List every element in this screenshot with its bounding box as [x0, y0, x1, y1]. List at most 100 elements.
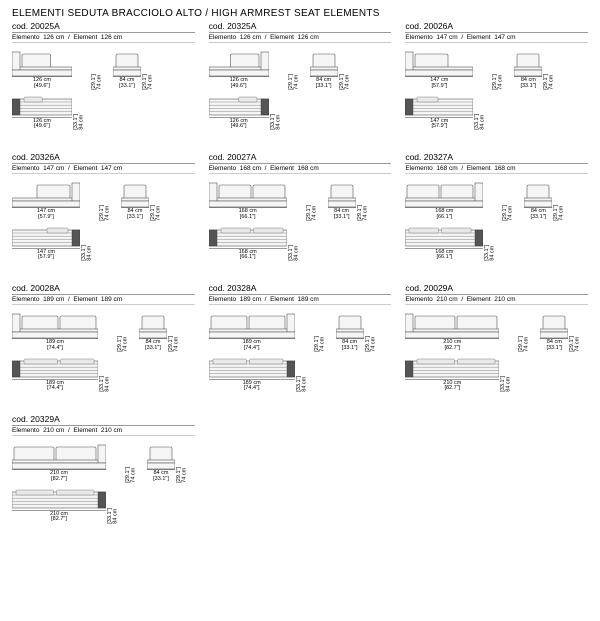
module-height-dim: 74 cm[29.1"]	[143, 74, 154, 90]
product-code: cod. 20025A	[12, 21, 195, 33]
sofa-front-sketch: 210 cm[82.7"]	[12, 440, 106, 483]
product-cell: cod. 20325A Elemento 126 cm / Element 12…	[209, 21, 392, 134]
sofa-plan-width-dim: 189 cm[74.4"]	[12, 381, 98, 393]
sofa-front-sketch: 147 cm[57.9"]	[405, 47, 473, 90]
module-width-dim: 84 cm[33.1"]	[139, 340, 167, 352]
product-code: cod. 20029A	[405, 283, 588, 295]
module-height-dim: 74 cm[29.1"]	[358, 205, 369, 221]
product-code: cod. 20027A	[209, 152, 392, 164]
product-code: cod. 20326A	[12, 152, 195, 164]
module-width-dim: 84 cm[33.1"]	[113, 78, 141, 90]
sofa-height-dim: 74 cm[29.1"]	[126, 467, 137, 483]
sofa-plan-width-dim: 126 cm[49.6"]	[209, 119, 269, 131]
sofa-plan-sketch: 168 cm[66.1"]	[405, 227, 483, 262]
module-height-dim: 74 cm[29.1"]	[340, 74, 351, 90]
sofa-height-dim: 74 cm[29.1"]	[315, 336, 326, 352]
sofa-width-dim: 147 cm[57.9"]	[12, 209, 80, 221]
module-front-sketch: 84 cm[33.1"]	[328, 178, 356, 221]
sofa-plan-depth-dim: 84 cm[33.1"]	[82, 245, 93, 261]
sofa-plan-depth-dim: 84 cm[33.1"]	[485, 245, 496, 261]
module-front-sketch: 84 cm[33.1"]	[524, 178, 552, 221]
module-height-dim: 74 cm[29.1"]	[544, 74, 555, 90]
module-width-dim: 84 cm[33.1"]	[310, 78, 338, 90]
sofa-front-sketch: 189 cm[74.4"]	[12, 309, 98, 352]
element-size-line: Elemento 189 cm / Element 189 cm	[12, 296, 195, 305]
product-code: cod. 20329A	[12, 414, 195, 426]
sofa-plan-depth-dim: 84 cm[33.1"]	[475, 114, 486, 130]
module-front-sketch: 84 cm[33.1"]	[113, 47, 141, 90]
product-cell: cod. 20026A Elemento 147 cm / Element 14…	[405, 21, 588, 134]
module-width-dim: 84 cm[33.1"]	[121, 209, 149, 221]
element-size-line: Elemento 147 cm / Element 147 cm	[12, 165, 195, 174]
sofa-height-dim: 74 cm[29.1"]	[289, 74, 300, 90]
sofa-height-dim: 74 cm[29.1"]	[503, 205, 514, 221]
product-grid: cod. 20025A Elemento 126 cm / Element 12…	[12, 21, 588, 527]
sofa-plan-width-dim: 168 cm[66.1"]	[209, 250, 287, 262]
element-size-line: Elemento 210 cm / Element 210 cm	[405, 296, 588, 305]
sofa-height-dim: 74 cm[29.1"]	[118, 336, 129, 352]
module-width-dim: 84 cm[33.1"]	[540, 340, 568, 352]
product-code: cod. 20328A	[209, 283, 392, 295]
sofa-plan-sketch: 210 cm[82.7"]	[12, 489, 106, 524]
module-height-dim: 74 cm[29.1"]	[177, 467, 188, 483]
product-code: cod. 20325A	[209, 21, 392, 33]
module-height-dim: 74 cm[29.1"]	[151, 205, 162, 221]
sofa-plan-depth-dim: 84 cm[33.1"]	[297, 376, 308, 392]
module-front-sketch: 84 cm[33.1"]	[121, 178, 149, 221]
product-cell: cod. 20027A Elemento 168 cm / Element 16…	[209, 152, 392, 265]
product-cell: cod. 20326A Elemento 147 cm / Element 14…	[12, 152, 195, 265]
sofa-plan-width-dim: 147 cm[57.9"]	[12, 250, 80, 262]
element-size-line: Elemento 126 cm / Element 126 cm	[209, 34, 392, 43]
sofa-width-dim: 126 cm[49.6"]	[12, 78, 72, 90]
element-size-line: Elemento 147 cm / Element 147 cm	[405, 34, 588, 43]
module-width-dim: 84 cm[33.1"]	[336, 340, 364, 352]
product-cell: cod. 20328A Elemento 189 cm / Element 18…	[209, 283, 392, 396]
product-code: cod. 20026A	[405, 21, 588, 33]
element-size-line: Elemento 210 cm / Element 210 cm	[12, 427, 195, 436]
sofa-front-sketch: 147 cm[57.9"]	[12, 178, 80, 221]
sofa-plan-sketch: 126 cm[49.6"]	[12, 96, 72, 131]
sofa-height-dim: 74 cm[29.1"]	[100, 205, 111, 221]
sofa-plan-depth-dim: 84 cm[33.1"]	[271, 114, 282, 130]
module-height-dim: 74 cm[29.1"]	[570, 336, 581, 352]
sofa-front-sketch: 168 cm[66.1"]	[405, 178, 483, 221]
element-size-line: Elemento 189 cm / Element 189 cm	[209, 296, 392, 305]
module-width-dim: 84 cm[33.1"]	[514, 78, 542, 90]
sofa-width-dim: 189 cm[74.4"]	[209, 340, 295, 352]
sofa-plan-width-dim: 189 cm[74.4"]	[209, 381, 295, 393]
sofa-plan-sketch: 210 cm[82.7"]	[405, 358, 499, 393]
sofa-plan-sketch: 126 cm[49.6"]	[209, 96, 269, 131]
sofa-plan-width-dim: 147 cm[57.9"]	[405, 119, 473, 131]
sofa-width-dim: 126 cm[49.6"]	[209, 78, 269, 90]
sofa-plan-width-dim: 168 cm[66.1"]	[405, 250, 483, 262]
module-front-sketch: 84 cm[33.1"]	[336, 309, 364, 352]
sofa-plan-width-dim: 126 cm[49.6"]	[12, 119, 72, 131]
sofa-plan-depth-dim: 84 cm[33.1"]	[501, 376, 512, 392]
module-height-dim: 74 cm[29.1"]	[169, 336, 180, 352]
module-height-dim: 74 cm[29.1"]	[366, 336, 377, 352]
module-front-sketch: 84 cm[33.1"]	[139, 309, 167, 352]
sofa-plan-sketch: 147 cm[57.9"]	[405, 96, 473, 131]
product-cell: cod. 20327A Elemento 168 cm / Element 16…	[405, 152, 588, 265]
sofa-plan-width-dim: 210 cm[82.7"]	[12, 512, 106, 524]
sofa-plan-depth-dim: 84 cm[33.1"]	[108, 508, 119, 524]
product-cell: cod. 20025A Elemento 126 cm / Element 12…	[12, 21, 195, 134]
sofa-plan-sketch: 168 cm[66.1"]	[209, 227, 287, 262]
sofa-plan-sketch: 147 cm[57.9"]	[12, 227, 80, 262]
module-height-dim: 74 cm[29.1"]	[554, 205, 565, 221]
section-title: ELEMENTI SEDUTA BRACCIOLO ALTO / HIGH AR…	[12, 8, 588, 19]
sofa-plan-depth-dim: 84 cm[33.1"]	[100, 376, 111, 392]
module-width-dim: 84 cm[33.1"]	[328, 209, 356, 221]
product-code: cod. 20028A	[12, 283, 195, 295]
element-size-line: Elemento 168 cm / Element 168 cm	[209, 165, 392, 174]
sofa-height-dim: 74 cm[29.1"]	[519, 336, 530, 352]
sofa-plan-depth-dim: 84 cm[33.1"]	[289, 245, 300, 261]
element-size-line: Elemento 168 cm / Element 168 cm	[405, 165, 588, 174]
product-code: cod. 20327A	[405, 152, 588, 164]
sofa-front-sketch: 126 cm[49.6"]	[209, 47, 269, 90]
sofa-height-dim: 74 cm[29.1"]	[92, 74, 103, 90]
module-front-sketch: 84 cm[33.1"]	[514, 47, 542, 90]
product-cell: cod. 20329A Elemento 210 cm / Element 21…	[12, 414, 195, 527]
sofa-front-sketch: 189 cm[74.4"]	[209, 309, 295, 352]
sofa-front-sketch: 210 cm[82.7"]	[405, 309, 499, 352]
